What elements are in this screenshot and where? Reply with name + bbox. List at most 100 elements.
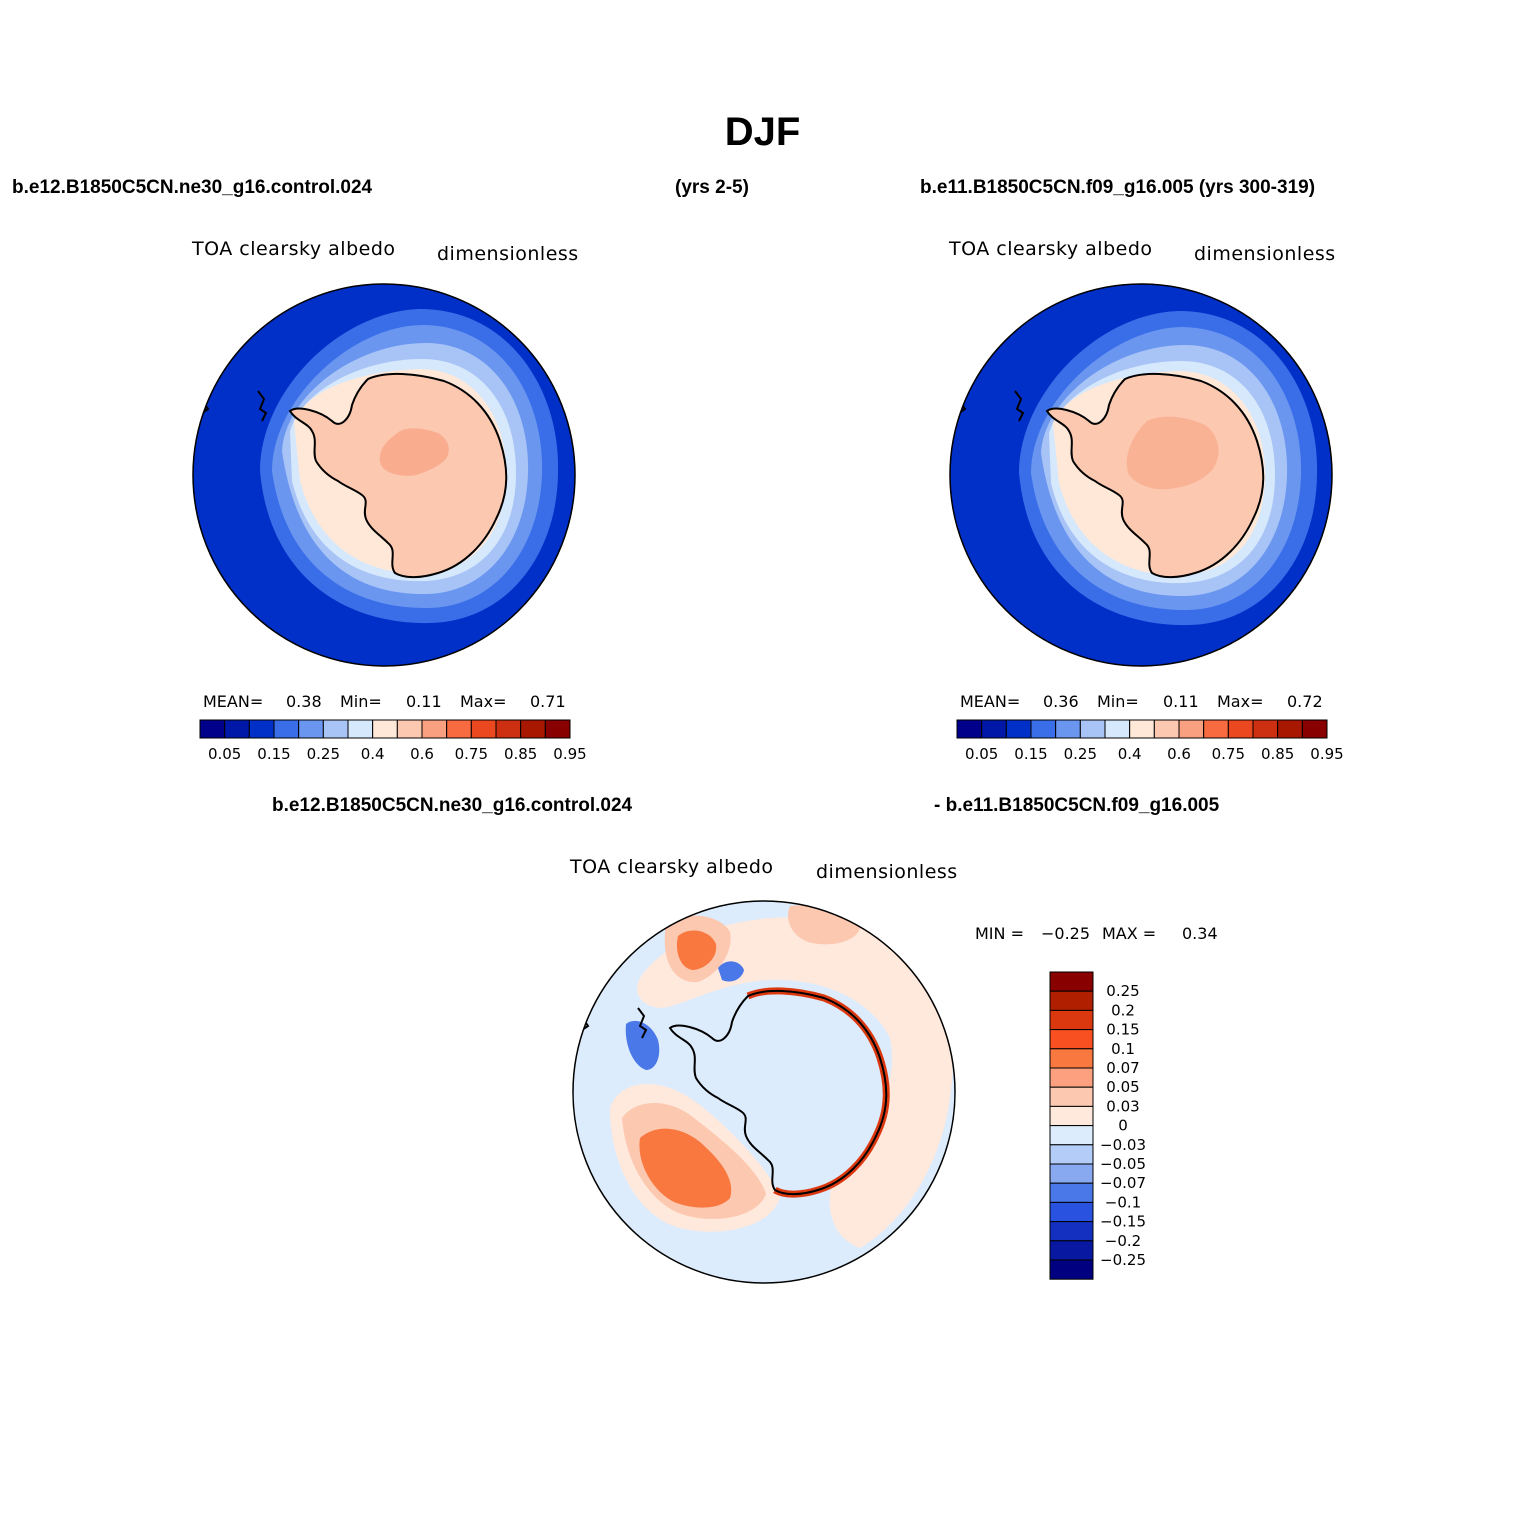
bottom-case-b: - b.e11.B1850C5CN.f09_g16.005 bbox=[934, 795, 1220, 816]
difference-colorbar-tick-label: 0.05 bbox=[1106, 1078, 1139, 1096]
top-right-colorbar-swatch bbox=[1129, 719, 1155, 739]
top-right-colorbar-swatch bbox=[1203, 719, 1229, 739]
difference-colorbar-swatch bbox=[1049, 1201, 1094, 1223]
difference-polar-map bbox=[572, 900, 956, 1284]
difference-colorbar-tick-label: −0.15 bbox=[1100, 1213, 1146, 1231]
top-left-colorbar-swatch bbox=[224, 719, 250, 739]
difference-colorbar-tick-label: 0 bbox=[1118, 1117, 1128, 1135]
top-right-max-value: 0.72 bbox=[1287, 692, 1323, 711]
top-left-years: (yrs 2-5) bbox=[675, 177, 749, 198]
difference-colorbar-swatch bbox=[1049, 1259, 1094, 1280]
top-right-colorbar-swatch bbox=[1030, 719, 1057, 739]
top-right-colorbar-swatch bbox=[981, 719, 1007, 739]
top-right-variable-label: TOA clearsky albedo bbox=[949, 238, 1153, 260]
top-left-colorbar-swatch bbox=[446, 719, 472, 739]
top-left-mean-label: MEAN= bbox=[203, 692, 264, 711]
top-right-colorbar-swatch bbox=[1079, 719, 1106, 739]
top-left-colorbar-swatch bbox=[248, 719, 275, 739]
top-right-colorbar: 0.05 0.15 0.25 0.4 0.6 0.75 0.85 0.95 bbox=[956, 719, 1344, 763]
difference-colorbar-swatch bbox=[1049, 1048, 1094, 1069]
top-right-colorbar-swatch bbox=[1055, 719, 1081, 739]
top-left-case-name: b.e12.B1850C5CN.ne30_g16.control.024 bbox=[12, 177, 373, 198]
top-left-colorbar-tick-label: 0.25 bbox=[307, 745, 340, 763]
top-right-mean-value: 0.36 bbox=[1043, 692, 1079, 711]
top-left-mean-value: 0.38 bbox=[286, 692, 322, 711]
top-left-colorbar-swatch bbox=[396, 719, 423, 739]
top-left-colorbar-swatch bbox=[372, 719, 398, 739]
difference-colorbar-swatch bbox=[1049, 1163, 1094, 1184]
top-right-colorbar-swatch bbox=[1301, 719, 1328, 739]
bottom-min-value: −0.25 bbox=[1041, 924, 1091, 943]
difference-colorbar-swatch bbox=[1049, 1086, 1094, 1107]
top-right-colorbar-swatch bbox=[1005, 719, 1032, 739]
top-left-colorbar-swatch bbox=[322, 719, 349, 739]
top-left-colorbar-tick-label: 0.75 bbox=[455, 745, 488, 763]
top-left-colorbar-swatch bbox=[298, 719, 324, 739]
top-left-colorbar-tick-label: 0.15 bbox=[257, 745, 290, 763]
top-right-colorbar-swatch bbox=[1277, 719, 1303, 739]
difference-colorbar-tick-label: 0.03 bbox=[1106, 1097, 1139, 1115]
difference-colorbar-swatch bbox=[1049, 1221, 1094, 1242]
top-left-variable-label: TOA clearsky albedo bbox=[192, 238, 396, 260]
top-left-colorbar-swatch bbox=[495, 719, 522, 739]
top-right-case-name: b.e11.B1850C5CN.f09_g16.005 (yrs 300-319… bbox=[920, 177, 1316, 198]
top-right-polar-map bbox=[949, 283, 1333, 667]
bottom-max-value: 0.34 bbox=[1182, 924, 1218, 943]
top-left-units-label: dimensionless bbox=[437, 243, 579, 265]
top-left-colorbar-swatch bbox=[273, 719, 300, 739]
top-left-colorbar: 0.05 0.15 0.25 0.4 0.6 0.75 0.85 0.95 bbox=[199, 719, 587, 763]
figure-title: DJF bbox=[724, 110, 801, 154]
top-left-colorbar-tick-label: 0.85 bbox=[504, 745, 537, 763]
difference-colorbar-swatch bbox=[1049, 1182, 1094, 1203]
top-right-colorbar-swatch bbox=[1104, 719, 1131, 739]
difference-colorbar-tick-label: 0.25 bbox=[1106, 982, 1139, 1000]
top-right-colorbar-swatch bbox=[956, 719, 983, 739]
top-right-colorbar-tick-label: 0.15 bbox=[1014, 745, 1047, 763]
top-right-colorbar-tick-label: 0.95 bbox=[1310, 745, 1343, 763]
top-left-colorbar-tick-label: 0.4 bbox=[361, 745, 385, 763]
top-right-colorbar-swatch bbox=[1252, 719, 1279, 739]
top-left-colorbar-swatch bbox=[421, 719, 448, 739]
top-left-colorbar-swatch bbox=[544, 719, 571, 739]
difference-colorbar-swatch bbox=[1049, 1125, 1094, 1146]
difference-colorbar-swatch bbox=[1049, 1240, 1094, 1261]
top-right-min-value: 0.11 bbox=[1163, 692, 1199, 711]
top-right-max-label: Max= bbox=[1217, 692, 1264, 711]
difference-colorbar-tick-label: −0.2 bbox=[1105, 1232, 1141, 1250]
top-left-colorbar-swatch bbox=[347, 719, 374, 739]
difference-colorbar-swatch bbox=[1049, 1105, 1094, 1127]
top-left-polar-map bbox=[192, 283, 576, 667]
bottom-max-label: MAX = bbox=[1102, 924, 1157, 943]
top-right-mean-label: MEAN= bbox=[960, 692, 1021, 711]
difference-colorbar-tick-label: −0.1 bbox=[1105, 1193, 1141, 1211]
top-left-colorbar-swatch bbox=[520, 719, 546, 739]
bottom-min-label: MIN = bbox=[975, 924, 1024, 943]
difference-colorbar-swatch bbox=[1049, 1067, 1094, 1088]
top-right-colorbar-tick-label: 0.4 bbox=[1118, 745, 1142, 763]
top-left-colorbar-tick-label: 0.95 bbox=[553, 745, 586, 763]
difference-colorbar-tick-label: 0.2 bbox=[1111, 1001, 1135, 1019]
top-left-colorbar-tick-label: 0.05 bbox=[208, 745, 241, 763]
difference-colorbar-swatch bbox=[1049, 1029, 1094, 1050]
difference-colorbar-tick-label: 0.1 bbox=[1111, 1040, 1135, 1058]
difference-colorbar-tick-label: 0.07 bbox=[1106, 1059, 1139, 1077]
difference-colorbar-tick-label: 0.15 bbox=[1106, 1021, 1139, 1039]
bottom-variable-label: TOA clearsky albedo bbox=[570, 856, 774, 878]
top-right-colorbar-swatch bbox=[1227, 719, 1254, 739]
difference-colorbar-swatch bbox=[1049, 971, 1094, 992]
bottom-units-label: dimensionless bbox=[816, 861, 958, 883]
top-left-colorbar-tick-label: 0.6 bbox=[410, 745, 434, 763]
top-left-min-value: 0.11 bbox=[406, 692, 442, 711]
difference-colorbar-tick-label: −0.03 bbox=[1100, 1136, 1146, 1154]
bottom-case-a: b.e12.B1850C5CN.ne30_g16.control.024 bbox=[272, 795, 633, 816]
top-right-min-label: Min= bbox=[1097, 692, 1139, 711]
top-left-max-value: 0.71 bbox=[530, 692, 566, 711]
difference-colorbar-swatch bbox=[1049, 990, 1094, 1011]
top-right-colorbar-tick-label: 0.6 bbox=[1167, 745, 1191, 763]
top-left-colorbar-swatch bbox=[199, 719, 226, 739]
difference-colorbar-tick-label: −0.25 bbox=[1100, 1251, 1146, 1269]
top-right-colorbar-swatch bbox=[1153, 719, 1180, 739]
top-left-colorbar-swatch bbox=[470, 719, 497, 739]
difference-colorbar-tick-label: −0.07 bbox=[1100, 1174, 1146, 1192]
top-right-colorbar-tick-label: 0.85 bbox=[1261, 745, 1294, 763]
